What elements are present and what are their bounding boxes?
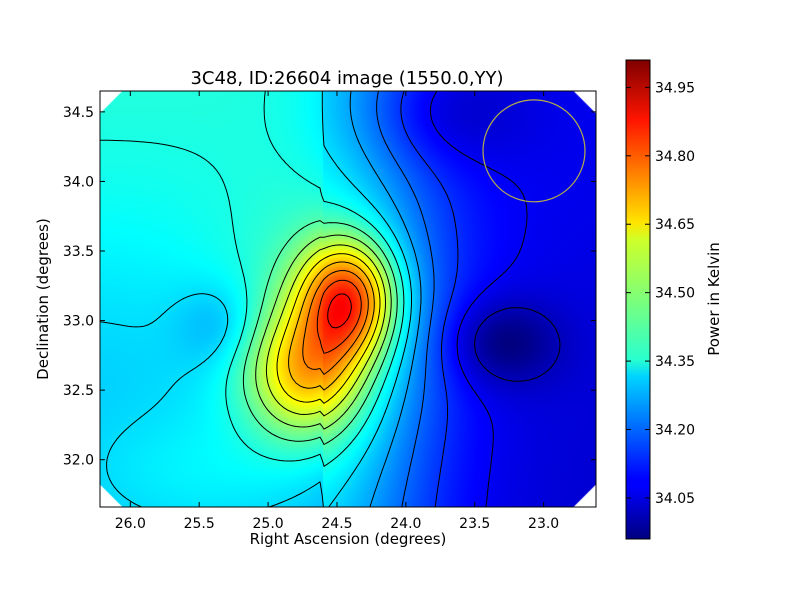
x-tick-label: 23.0: [528, 516, 559, 532]
x-tick-label: 24.0: [390, 516, 421, 532]
x-axis-ticks: 26.0 25.5 25.0 24.5 24.0 23.5 23.0: [115, 91, 559, 532]
colorbar-tick-label: 34.65: [655, 217, 695, 233]
colorbar-tick-label: 34.05: [655, 491, 695, 507]
colorbar-tick-label: 34.95: [655, 80, 695, 96]
y-tick-label: 32.5: [63, 383, 94, 399]
contour-line: [302, 270, 369, 375]
contour-line: [327, 293, 352, 329]
contour-line: [99, 90, 412, 508]
y-tick-label: 33.0: [63, 314, 94, 330]
heatmap-image: [100, 91, 596, 507]
contour-line: [242, 220, 398, 445]
plot-frame: [99, 90, 597, 508]
contour-line: [288, 261, 375, 391]
colorbar: 34.05 34.20 34.35 34.50 34.65 34.80 34.95 Powe…: [625, 59, 723, 540]
contour-line: [255, 234, 392, 430]
x-tick-label: 23.5: [459, 516, 490, 532]
colorbar-label: Power in Kelvin: [705, 242, 723, 356]
x-tick-label: 25.0: [253, 516, 284, 532]
y-axis-label: Declination (degrees): [34, 218, 52, 380]
colorbar-tick-label: 34.80: [655, 149, 695, 165]
x-tick-label: 25.5: [184, 516, 215, 532]
colorbar-tick-label: 34.20: [655, 423, 695, 439]
y-tick-label: 33.5: [63, 244, 94, 260]
y-tick-label: 34.0: [63, 174, 94, 190]
y-tick-label: 32.0: [63, 453, 94, 469]
x-axis-label: Right Ascension (degrees): [250, 530, 447, 548]
y-tick-label: 34.5: [63, 105, 94, 121]
contour-line: [316, 279, 362, 354]
chart-title: 3C48, ID:26604 image (1550.0,YY): [190, 68, 503, 89]
colorbar-tick-label: 34.35: [655, 354, 695, 370]
contour-line: [429, 90, 528, 508]
colorbar-tick-label: 34.50: [655, 286, 695, 302]
y-axis-ticks: 32.0 32.5 33.0 33.5 34.0 34.5: [63, 105, 596, 469]
plot-area: [99, 90, 597, 508]
contour-line: [99, 90, 405, 467]
contour-line: [265, 244, 386, 417]
beam-circle: [482, 99, 586, 203]
contour-line: [474, 307, 561, 382]
contour-line: [349, 90, 422, 508]
x-tick-label: 24.5: [321, 516, 352, 532]
colorbar-ticks: 34.05 34.20 34.35 34.50 34.65 34.80 34.95: [626, 80, 695, 507]
x-tick-label: 26.0: [115, 516, 146, 532]
contour-line: [400, 90, 459, 508]
contour-line: [376, 90, 435, 508]
contour-line: [276, 253, 381, 404]
colorbar-gradient: [625, 59, 651, 540]
contour-lines: [99, 90, 561, 508]
